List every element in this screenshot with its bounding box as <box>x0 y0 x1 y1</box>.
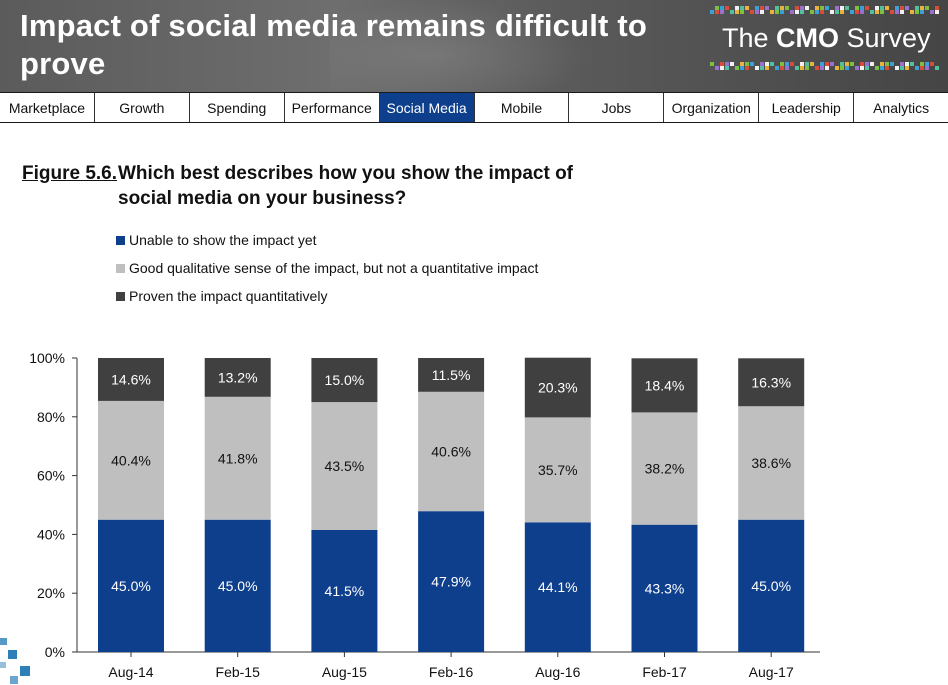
bar-segment <box>631 524 698 652</box>
tab-spending[interactable]: Spending <box>190 93 285 122</box>
tab-leadership[interactable]: Leadership <box>759 93 855 122</box>
tab-mobile[interactable]: Mobile <box>475 93 570 122</box>
x-tick-label: Feb-15 <box>216 664 261 680</box>
bar-segment <box>98 400 164 520</box>
y-tick-label: 40% <box>37 526 65 542</box>
legend-item: Good qualitative sense of the impact, bu… <box>116 254 538 282</box>
bar-segment <box>311 358 378 403</box>
header-banner: Impact of social media remains difficult… <box>0 0 948 92</box>
y-tick-label: 80% <box>37 409 65 425</box>
data-label: 40.4% <box>111 452 151 468</box>
data-label: 43.3% <box>645 580 685 596</box>
bar-segment <box>98 358 164 401</box>
x-tick-label: Feb-17 <box>642 664 687 680</box>
bar-segment <box>738 358 805 407</box>
data-label: 47.9% <box>431 574 471 590</box>
tab-social-media[interactable]: Social Media <box>379 93 475 122</box>
tab-organization[interactable]: Organization <box>664 93 760 122</box>
data-label: 15.0% <box>325 372 365 388</box>
stacked-bar-chart: 0% 20% 40% 60% 80% 100% 45.0% 40.4% 14.6% Aug-14 4… <box>29 350 820 680</box>
bar-segment <box>738 519 805 652</box>
data-label: 45.0% <box>111 578 151 594</box>
legend-swatch <box>116 291 125 301</box>
bar-segment <box>418 511 485 652</box>
data-label: 11.5% <box>432 367 471 383</box>
x-tick-label: Aug-14 <box>108 664 153 680</box>
header-background-decoration <box>330 0 590 92</box>
bar-segment <box>311 402 378 530</box>
bar-segment <box>524 522 591 652</box>
tab-marketplace[interactable]: Marketplace <box>0 93 95 122</box>
legend-label: Good qualitative sense of the impact, bu… <box>129 260 539 276</box>
data-label: 16.3% <box>751 374 791 390</box>
bar-segment <box>204 396 271 520</box>
bar-segment <box>311 529 378 652</box>
data-label: 44.1% <box>538 579 578 595</box>
bar-segment <box>524 417 591 523</box>
brand-logo: The CMO Survey <box>710 0 948 92</box>
legend-label: Proven the impact quantitatively <box>129 288 328 304</box>
data-label: 20.3% <box>538 380 578 396</box>
data-label: 45.0% <box>751 578 791 594</box>
data-label: 38.6% <box>751 455 791 471</box>
data-label: 35.7% <box>538 462 578 478</box>
bar-segment <box>418 391 485 512</box>
data-label: 13.2% <box>218 369 258 385</box>
data-label: 41.8% <box>218 450 258 466</box>
legend-item: Unable to show the impact yet <box>116 226 538 254</box>
bar-segment <box>98 519 164 652</box>
bar-segment <box>204 519 271 652</box>
x-tick-label: Aug-16 <box>535 664 580 680</box>
bar-segment <box>524 357 591 418</box>
section-nav: Marketplace Growth Spending Performance Soci… <box>0 92 948 123</box>
figure-label: Figure 5.6. <box>22 163 118 184</box>
data-label: 41.5% <box>325 583 365 599</box>
x-tick-label: Aug-17 <box>749 664 794 680</box>
bar-segment <box>204 358 271 397</box>
corner-decoration <box>0 630 40 685</box>
y-tick-label: 0% <box>45 644 65 660</box>
bar-segment <box>418 358 485 392</box>
data-label: 40.6% <box>431 443 471 459</box>
pixel-pattern-top <box>710 6 940 14</box>
bar-segment <box>631 412 698 525</box>
legend-label: Unable to show the impact yet <box>129 232 317 248</box>
y-tick-label: 20% <box>37 585 65 601</box>
bar-segment <box>631 358 698 413</box>
data-label: 38.2% <box>645 461 685 477</box>
data-label: 18.4% <box>645 377 685 393</box>
data-label: 14.6% <box>111 371 151 387</box>
legend-swatch <box>116 263 125 273</box>
figure-question: Which best describes how you show the im… <box>118 163 574 209</box>
tab-growth[interactable]: Growth <box>95 93 190 122</box>
data-label: 43.5% <box>325 458 365 474</box>
data-label: 45.0% <box>218 578 258 594</box>
tab-jobs[interactable]: Jobs <box>569 93 665 122</box>
legend-item: Proven the impact quantitatively <box>116 282 538 310</box>
x-tick-label: Feb-16 <box>429 664 474 680</box>
pixel-pattern-bottom <box>710 62 940 70</box>
chart-legend: Unable to show the impact yet Good qualit… <box>116 226 538 310</box>
y-tick-label: 60% <box>37 468 65 484</box>
tab-performance[interactable]: Performance <box>285 93 380 122</box>
bar-segment <box>738 406 805 520</box>
legend-swatch <box>116 235 125 245</box>
page-title: Impact of social media remains difficult… <box>20 8 648 81</box>
brand-name: The CMO Survey <box>722 23 931 53</box>
tab-analytics[interactable]: Analytics <box>873 99 930 116</box>
y-tick-label: 100% <box>29 350 65 366</box>
x-tick-label: Aug-15 <box>322 664 367 680</box>
